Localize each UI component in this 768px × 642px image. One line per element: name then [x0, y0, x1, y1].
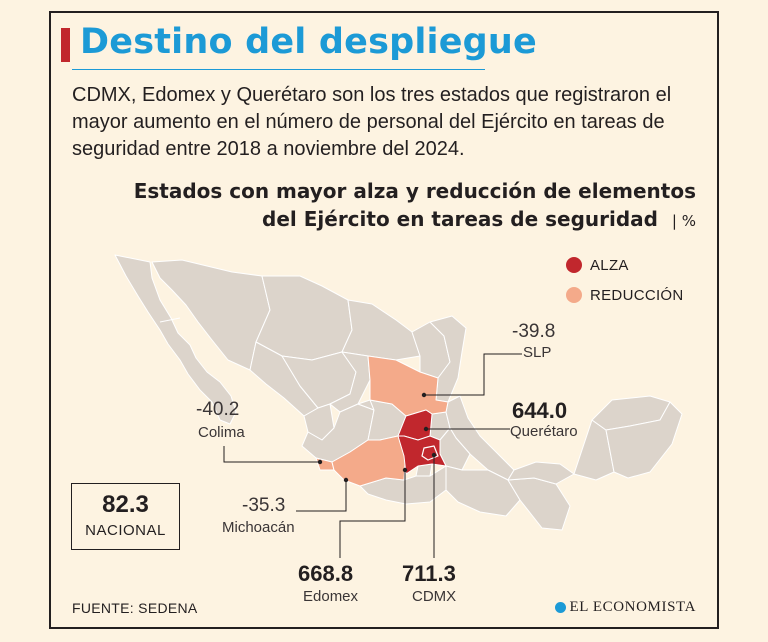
- leader-dot-slp: [421, 392, 427, 398]
- value-queretaro: 644.0: [512, 398, 568, 423]
- label-slp: SLP: [523, 344, 552, 361]
- value-slp: -39.8: [512, 321, 556, 342]
- chart-title: Estados con mayor alza y reducción de el…: [134, 177, 696, 235]
- leader-dot-michoacan: [343, 477, 349, 483]
- legend-swatch-reduccion: [566, 287, 582, 303]
- legend-item-reduccion: REDUCCIÓN: [566, 280, 684, 310]
- national-box: 82.3 NACIONAL: [71, 483, 180, 550]
- leader-dot-edomex: [402, 467, 408, 473]
- value-cdmx: 711.3: [402, 561, 456, 586]
- legend-swatch-alza: [566, 257, 582, 273]
- national-label: NACIONAL: [85, 522, 166, 539]
- leader-dot-colima: [317, 459, 323, 465]
- state-slp: [367, 355, 449, 417]
- state-chiapas: [507, 477, 571, 531]
- leader-dot-queretaro: [423, 426, 429, 432]
- label-colima: Colima: [198, 424, 245, 441]
- intro-paragraph: CDMX, Edomex y Querétaro son los tres es…: [72, 84, 672, 160]
- leader-line-colima: [223, 446, 320, 463]
- title-divider: [72, 69, 485, 70]
- source-note: FUENTE: SEDENA: [72, 600, 198, 616]
- chart-title-line-1: Estados con mayor alza y reducción de el…: [133, 179, 696, 203]
- legend-label-reduccion: REDUCCIÓN: [590, 286, 684, 304]
- brand-globe-icon: [554, 602, 566, 613]
- state-tabasco: [507, 461, 575, 485]
- legend-item-alza: ALZA: [566, 250, 684, 280]
- state-bcs-divider: [159, 317, 181, 323]
- brand-name: EL ECONOMISTA: [569, 599, 696, 615]
- state-coahuila: [341, 299, 421, 361]
- leader-line-slp: [424, 353, 522, 396]
- legend: ALZA REDUCCIÓN: [566, 250, 684, 310]
- state-oaxaca: [445, 465, 521, 517]
- infographic-frame: [49, 11, 719, 629]
- value-colima: -40.2: [196, 399, 240, 420]
- value-edomex: 668.8: [298, 561, 354, 586]
- page-title: Destino del despliegue: [80, 22, 537, 62]
- value-michoacan: -35.3: [242, 495, 286, 516]
- label-edomex: Edomex: [303, 588, 359, 605]
- leader-line-edomex: [339, 470, 406, 558]
- state-baja-california: [114, 254, 237, 425]
- leader-line-michoacan: [296, 480, 347, 512]
- chart-title-line-2: del Ejército en tareas de seguridad: [262, 207, 658, 231]
- state-chihuahua: [255, 275, 353, 361]
- legend-label-alza: ALZA: [590, 256, 629, 274]
- label-michoacan: Michoacán: [222, 519, 295, 536]
- state-sonora: [151, 259, 271, 371]
- label-queretaro: Querétaro: [510, 423, 578, 440]
- label-cdmx: CDMX: [412, 588, 457, 605]
- brand-logo: EL ECONOMISTA: [554, 599, 696, 616]
- state-quintana-roo: [605, 401, 683, 479]
- national-value: 82.3: [102, 491, 149, 518]
- title-accent-bar: [61, 28, 70, 62]
- chart-unit: | %: [671, 212, 696, 230]
- leader-dot-cdmx: [431, 452, 437, 458]
